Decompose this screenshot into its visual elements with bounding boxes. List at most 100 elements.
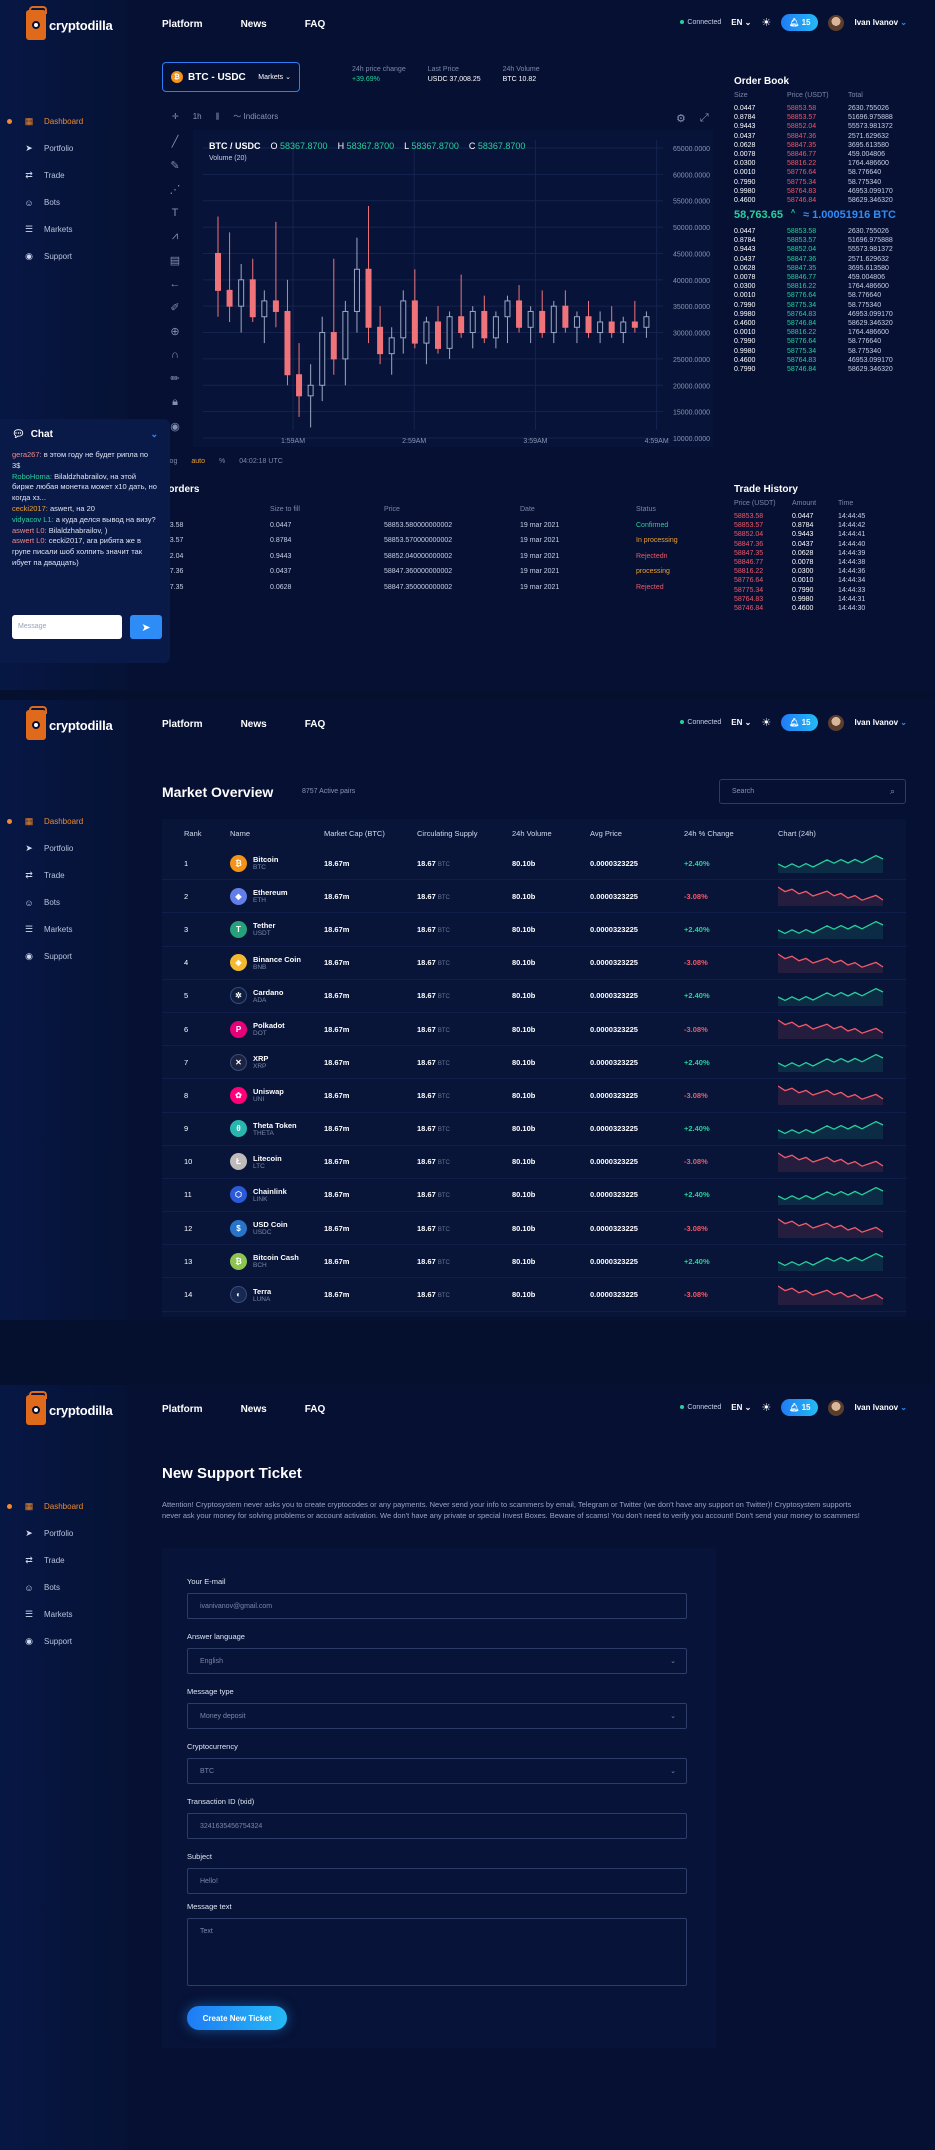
crosshair-icon[interactable]: ✛ [172,112,179,121]
nav-faq[interactable]: FAQ [304,719,326,730]
pair-selector[interactable]: ₿ BTC - USDC Markets ⌄ [162,62,300,92]
ask-row[interactable]: 0.0010 58776.64 58.776640 [734,169,882,177]
language-select[interactable]: EN ⌄ [731,18,752,27]
sidebar-item-dashboard[interactable]: ▦ Dashboard [7,108,126,135]
language-select[interactable]: EN ⌄ [731,718,752,727]
table-row[interactable]: 8 ✿ Uniswap UNI 18.67m 18.67 BTC 80.10b 0.… [162,1079,906,1113]
sidebar-item-portfolio[interactable]: ➤ Portfolio [8,135,126,162]
message-text-field[interactable]: Text [187,1918,687,1986]
sidebar-item-bots[interactable]: ☺ Bots [8,889,126,916]
send-button[interactable]: ➤ [130,615,162,639]
cryptocurrency-field[interactable]: BTC ⌄ [187,1758,687,1784]
nav-platform[interactable]: Platform [162,719,203,730]
fullscreen-icon[interactable]: ⤢ [699,112,709,124]
table-row[interactable]: 7 ✕ XRP XRP 18.67m 18.67 BTC 80.10b 0.0000… [162,1046,906,1080]
bid-row[interactable]: 0.0437 58847.36 2571.629632 [734,255,889,263]
bid-row[interactable]: 0.4600 58746.84 58629.346320 [734,319,893,327]
bid-row[interactable]: 0.0078 58846.77 459.004806 [734,274,885,281]
sidebar-item-dashboard[interactable]: ▦ Dashboard [7,1493,126,1520]
ask-row[interactable]: 0.0447 58853.58 2630.755026 [734,105,889,112]
bid-row[interactable]: 0.0010 58776.64 58.776640 [734,292,882,300]
logo[interactable]: cryptodilla [26,1391,113,1425]
settings-icon[interactable]: ⚙ [676,113,686,125]
candles-icon[interactable]: ⫼ [215,111,220,121]
interval-select[interactable]: 1h [192,112,202,121]
lock-icon[interactable]: 🔒︎ [172,396,178,408]
ask-row[interactable]: 0.0078 58846.77 459.004806 [734,150,885,158]
pen-tool-icon[interactable]: ✎ [170,160,180,172]
bid-row[interactable]: 0.8784 58853.57 51696.975888 [734,237,893,245]
nav-platform[interactable]: Platform [162,19,203,30]
avatar[interactable] [828,1399,845,1416]
table-row[interactable]: 2 ◆ Ethereum ETH 18.67m 18.67 BTC 80.10b 0… [162,880,906,914]
table-row[interactable]: 11 ⬡ Chainlink LINK 18.67m 18.67 BTC 80.10… [162,1179,906,1213]
line-tool-icon[interactable]: ╱ [171,136,179,148]
arrow-left-icon[interactable]: ← [169,278,181,290]
ask-row[interactable]: 0.4600 58746.84 58629.346320 [734,196,893,204]
brush-tool-icon[interactable]: ✐ [170,302,180,314]
markets-dropdown[interactable]: Markets ⌄ [258,74,291,81]
table-row[interactable]: 3 T Tether USDT 18.67m 18.67 BTC 80.10b 0.… [162,913,906,947]
ask-row[interactable]: 0.9980 58764.83 46953.099170 [734,187,893,195]
sidebar-item-support[interactable]: ◉ Support [8,943,126,970]
sidebar-item-support[interactable]: ◉ Support [8,243,126,270]
ask-row[interactable]: 0.9443 58852.04 55573.981372 [734,123,893,131]
nav-news[interactable]: News [240,1404,267,1415]
table-row[interactable]: 6 P Polkadot DOT 18.67m 18.67 BTC 80.10b 0… [162,1013,906,1047]
order-row[interactable]: 852.04 0.9443 58852.040000000002 19 mar 202… [162,552,668,560]
language-select[interactable]: EN ⌄ [731,1403,752,1412]
bid-row[interactable]: 0.7990 58746.84 58629.346320 [734,365,893,373]
log-toggle[interactable]: log [168,458,178,465]
sidebar-item-trade[interactable]: ⇄ Trade [8,862,126,889]
nav-faq[interactable]: FAQ [304,19,326,30]
table-row[interactable]: 10 Ł Litecoin LTC 18.67m 18.67 BTC 80.10b … [162,1146,906,1179]
ruler-tool-icon[interactable]: ▤ [169,255,181,267]
table-row[interactable]: 4 ◈ Binance Coin BNB 18.67m 18.67 BTC 80.1… [162,947,906,980]
bid-row[interactable]: 0.0447 58853.58 2630.755026 [734,228,889,236]
sidebar-item-trade[interactable]: ⇄ Trade [8,1547,126,1574]
table-row[interactable]: 14 ◐ Terra LUNA 18.67m 18.67 BTC 80.10b 0.… [162,1278,906,1312]
sun-icon[interactable]: ☀ [761,1402,772,1414]
notifications-button[interactable]: 🔔︎ 15 [781,14,819,31]
ask-row[interactable]: 0.7990 58775.34 58.775340 [734,178,882,186]
bid-row[interactable]: 0.9443 58852.04 55573.981372 [734,246,893,254]
nav-faq[interactable]: FAQ [304,1404,326,1415]
user-menu[interactable]: Ivan Ivanov ⌄ [854,1403,907,1412]
indicators-button[interactable]: 〜 Indicators [233,112,279,121]
sidebar-item-markets[interactable]: ☰ Markets [8,216,126,243]
user-menu[interactable]: Ivan Ivanov ⌄ [854,718,907,727]
sidebar-item-bots[interactable]: ☺ Bots [8,189,126,216]
user-menu[interactable]: Ivan Ivanov ⌄ [854,18,907,27]
search-input[interactable]: Search ⌕ [719,779,906,804]
notifications-button[interactable]: 🔔︎ 15 [781,1399,819,1416]
bid-row[interactable]: 0.7990 58775.34 58.775340 [734,301,882,309]
auto-toggle[interactable]: auto [191,458,205,465]
table-row[interactable]: 12 $ USD Coin USDC 18.67m 18.67 BTC 80.10b… [162,1212,906,1246]
transaction-id-txid-field[interactable]: 3241635456754324 [187,1813,687,1839]
logo[interactable]: cryptodilla [26,706,113,740]
percent-toggle[interactable]: % [218,458,226,465]
sidebar-item-markets[interactable]: ☰ Markets [8,1601,126,1628]
ask-row[interactable]: 0.8784 58853.57 51696.975888 [734,114,893,122]
your-e-mail-field[interactable]: ivanivanov@gmail.com [187,1593,687,1619]
price-chart[interactable]: 65000.0000 60000.0000 55000.0000 50000.0000… [193,130,713,447]
eye-icon[interactable]: ◉ [170,421,180,433]
sidebar-item-support[interactable]: ◉ Support [8,1628,126,1655]
nav-news[interactable]: News [240,719,267,730]
sidebar-item-markets[interactable]: ☰ Markets [8,916,126,943]
sun-icon[interactable]: ☀ [761,717,772,729]
sidebar-item-bots[interactable]: ☺ Bots [8,1574,126,1601]
subject-field[interactable]: Hello! [187,1868,687,1894]
table-row[interactable]: 5 ✲ Cardano ADA 18.67m 18.67 BTC 80.10b 0.… [162,980,906,1013]
message-type-field[interactable]: Money deposit ⌄ [187,1703,687,1729]
avatar[interactable] [828,14,845,31]
order-row[interactable]: 853.58 0.0447 58853.580000000002 19 mar 202… [162,521,669,529]
table-row[interactable]: 13 ₿ Bitcoin Cash BCH 18.67m 18.67 BTC 80.… [162,1245,906,1279]
order-row[interactable]: 847.36 0.0437 58847.360000000002 19 mar 202… [162,568,670,576]
order-row[interactable]: 853.57 0.8784 58853.570000000002 19 mar 202… [162,537,678,545]
table-row[interactable]: 1 ₿ Bitcoin BTC 18.67m 18.67 BTC 80.10b 0.… [162,847,906,881]
fib-tool-icon[interactable]: ⋰ [169,184,181,196]
notifications-button[interactable]: 🔔︎ 15 [781,714,819,731]
magnet-icon[interactable]: ∩ [171,349,179,361]
logo[interactable]: cryptodilla [26,6,113,40]
